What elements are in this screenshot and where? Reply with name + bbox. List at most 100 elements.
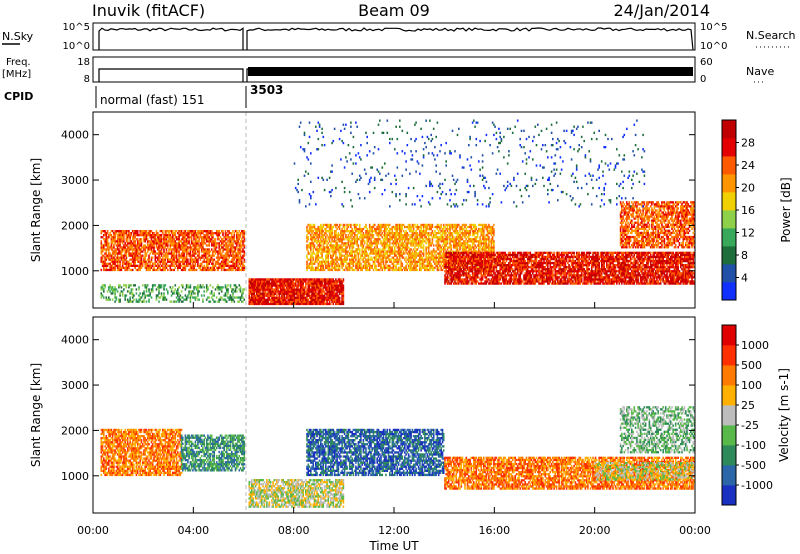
heatmap-cell xyxy=(143,240,145,243)
heatmap-cell xyxy=(422,250,425,253)
heatmap-cell xyxy=(239,288,242,291)
heatmap-cell xyxy=(238,266,241,269)
heatmap-cell xyxy=(123,266,125,269)
heatmap-cell xyxy=(179,246,182,249)
heatmap-cell xyxy=(146,240,149,243)
heatmap-cell xyxy=(384,268,386,272)
heatmap-cell xyxy=(325,227,327,231)
heatmap-cell xyxy=(100,252,103,255)
heatmap-cell xyxy=(234,256,237,259)
heatmap-cell xyxy=(358,250,361,253)
heatmap-cell xyxy=(165,230,168,233)
heatmap-cell xyxy=(103,254,105,257)
heatmap-cell xyxy=(109,262,111,265)
heatmap-cell xyxy=(157,252,159,255)
heatmap-cell xyxy=(185,298,188,301)
heatmap-cell xyxy=(225,248,228,251)
heatmap-cell xyxy=(215,256,218,259)
heatmap-cell xyxy=(306,256,308,259)
heatmap-cell xyxy=(130,248,133,251)
heatmap-cell xyxy=(131,300,134,303)
heatmap-cell xyxy=(410,264,412,267)
heatmap-cell xyxy=(207,250,209,253)
heatmap-cell xyxy=(353,268,356,272)
heatmap-cell xyxy=(212,298,214,301)
heatmap-cell xyxy=(205,230,208,233)
heatmap-cell xyxy=(224,286,227,289)
heatmap-cell xyxy=(234,250,237,253)
heatmap-cell xyxy=(204,252,207,255)
heatmap-cell xyxy=(336,260,338,263)
heatmap-cell xyxy=(139,230,141,233)
heatmap-cell xyxy=(115,296,118,299)
heatmap-cell xyxy=(151,250,154,253)
heatmap-cell xyxy=(160,292,163,295)
heatmap-cell xyxy=(232,262,234,265)
heatmap-cell xyxy=(234,290,237,293)
heatmap-cell xyxy=(157,236,159,239)
heatmap-cell xyxy=(375,266,377,269)
heatmap-cell xyxy=(434,252,436,255)
heatmap-cell xyxy=(218,242,220,245)
heatmap-cell xyxy=(159,268,162,272)
heatmap-cell xyxy=(377,258,380,261)
heatmap-cell xyxy=(387,256,390,259)
heatmap-cell xyxy=(356,240,358,243)
heatmap-cell xyxy=(173,252,175,255)
heatmap-cell xyxy=(129,268,131,272)
heatmap-cell xyxy=(224,240,227,243)
heatmap-cell xyxy=(207,234,209,237)
heatmap-cell xyxy=(375,248,377,251)
heatmap-cell xyxy=(302,282,304,285)
heatmap-cell xyxy=(155,234,158,237)
heatmap-cell xyxy=(100,232,103,235)
heatmap-cell xyxy=(133,238,135,241)
heatmap-cell xyxy=(118,298,120,301)
heatmap-cell xyxy=(352,264,355,267)
heatmap-cell xyxy=(120,246,123,249)
heatmap-cell xyxy=(389,264,391,267)
heatmap-cell xyxy=(121,266,124,269)
heatmap-cell xyxy=(197,242,199,245)
heatmap-cell xyxy=(164,256,167,259)
heatmap-cell xyxy=(238,288,241,291)
heatmap-cell xyxy=(143,260,145,263)
heatmap-cell xyxy=(342,292,345,295)
heatmap-cell xyxy=(128,290,130,293)
heatmap-cell xyxy=(101,286,104,289)
heatmap-cell xyxy=(133,234,135,237)
heatmap-cell xyxy=(158,288,160,291)
heatmap-cell xyxy=(128,248,130,251)
heatmap-cell xyxy=(229,242,232,245)
heatmap-cell xyxy=(151,256,154,259)
heatmap-cell xyxy=(371,266,373,269)
heatmap-cell xyxy=(114,254,116,257)
heatmap-cell xyxy=(411,236,414,239)
heatmap-cell xyxy=(114,238,116,241)
heatmap-cell xyxy=(326,234,328,237)
heatmap-cell xyxy=(105,264,108,267)
heatmap-cell xyxy=(405,256,407,259)
heatmap-cell xyxy=(362,232,365,235)
heatmap-cell xyxy=(351,252,353,255)
heatmap-cell xyxy=(379,268,381,272)
heatmap-cell xyxy=(141,234,144,237)
heatmap-cell xyxy=(116,246,119,249)
heatmap-cell xyxy=(203,260,205,263)
heatmap-cell xyxy=(237,258,239,261)
heatmap-cell xyxy=(229,296,232,299)
heatmap-cell xyxy=(170,256,173,259)
heatmap-cell xyxy=(202,238,204,241)
heatmap-cell xyxy=(159,236,162,239)
heatmap-cell xyxy=(249,300,252,303)
heatmap-cell xyxy=(131,260,134,263)
heatmap-cell xyxy=(144,248,146,251)
heatmap-cell xyxy=(124,266,126,269)
heatmap-cell xyxy=(151,240,154,243)
heatmap-cell xyxy=(141,292,144,295)
heatmap-cell xyxy=(180,244,183,247)
heatmap-cell xyxy=(108,250,110,253)
heatmap-cell xyxy=(128,300,130,303)
heatmap-cell xyxy=(218,234,220,237)
